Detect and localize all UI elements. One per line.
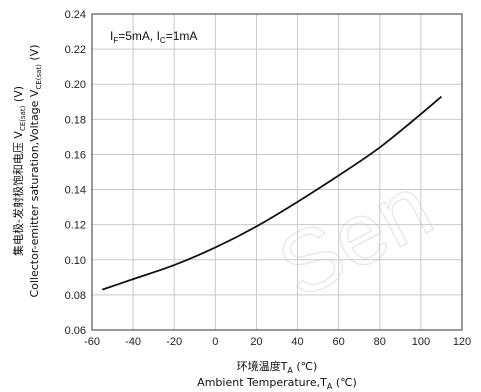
x-axis-label-cn: 环境温度TA (℃)	[237, 359, 318, 375]
y-tick-label: 0.08	[65, 290, 86, 302]
x-tick-label: 40	[291, 336, 303, 348]
x-tick-label: -40	[125, 336, 141, 348]
watermark-text: Sen	[262, 156, 447, 317]
y-tick-label: 0.24	[65, 9, 86, 21]
y-tick-label: 0.20	[65, 79, 86, 91]
y-tick-label: 0.06	[65, 325, 86, 337]
test-condition-annotation: IF=5mA, IC=1mA	[110, 29, 197, 45]
y-tick-label: 0.22	[65, 44, 86, 56]
x-tick-label: 100	[412, 336, 430, 348]
y-tick-label: 0.14	[65, 185, 86, 197]
x-tick-label: -60	[84, 336, 100, 348]
y-tick-label: 0.10	[65, 255, 86, 267]
x-tick-label: 120	[453, 336, 471, 348]
plot-frame	[91, 13, 463, 331]
x-axis-label-en: Ambient Temperature,TA (℃)	[197, 376, 357, 391]
y-tick-label: 0.18	[65, 114, 86, 126]
x-tick-labels: -60 -40 -20 0 20 40 60 80 100 120	[84, 336, 471, 348]
y-tick-label: 0.12	[65, 220, 86, 232]
series-layer	[101, 95, 443, 291]
series-line	[101, 95, 443, 291]
y-axis-label-cn: 集电极-发射极饱和电压 VCE(sat) (V)	[11, 86, 27, 256]
x-tick-label: 20	[250, 336, 262, 348]
watermark: Sen	[262, 155, 448, 317]
y-tick-labels: 0.06 0.08 0.10 0.12 0.14 0.16 0.18 0.20 0.22 0.24	[65, 9, 86, 337]
x-tick-label: -20	[166, 336, 182, 348]
x-tick-label: 80	[374, 336, 386, 348]
y-tick-label: 0.16	[65, 149, 86, 161]
x-tick-label: 0	[212, 336, 218, 348]
y-axis-label-en: Collector-emitter saturation,Voltage VCE…	[28, 44, 43, 297]
x-tick-label: 60	[333, 336, 345, 348]
